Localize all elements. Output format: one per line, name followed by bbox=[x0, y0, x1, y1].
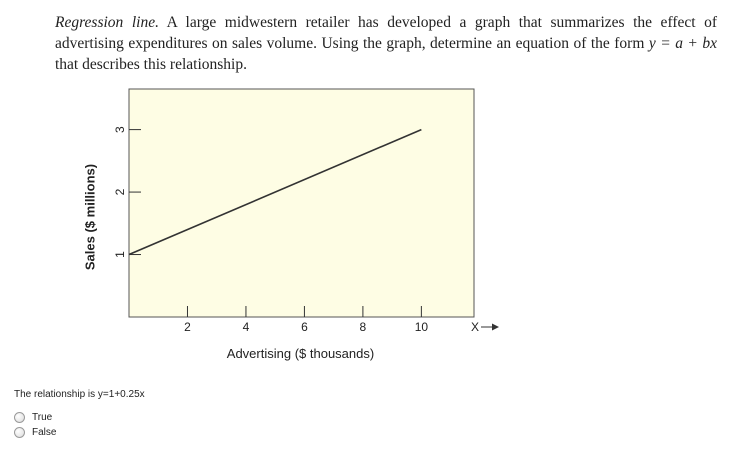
x-tick-label: 10 bbox=[415, 320, 429, 334]
x-axis-label: Advertising ($ thousands) bbox=[227, 346, 374, 361]
problem-statement: Regression line. A large midwestern reta… bbox=[55, 12, 717, 75]
question-statement: The relationship is y=1+0.25x bbox=[14, 389, 145, 400]
problem-text: A large midwestern retailer has develope… bbox=[55, 14, 717, 52]
radio-true[interactable] bbox=[14, 412, 25, 423]
y-tick-label: 3 bbox=[113, 126, 127, 133]
problem-equation: y = a + bx bbox=[648, 35, 717, 52]
y-tick-label: 1 bbox=[113, 251, 127, 258]
problem-tail: that describes this relationship. bbox=[55, 56, 247, 73]
option-false-label: False bbox=[32, 427, 57, 438]
problem-title: Regression line. bbox=[55, 14, 159, 31]
x-axis-arrow-head bbox=[492, 323, 499, 331]
x-tick-label: 6 bbox=[301, 320, 308, 334]
regression-line bbox=[128, 128, 422, 256]
x-tick-label: 4 bbox=[243, 320, 250, 334]
x-tick-label: 2 bbox=[184, 320, 191, 334]
option-true-label: True bbox=[32, 412, 53, 423]
option-true[interactable]: True bbox=[14, 410, 56, 425]
x-tick-label: 8 bbox=[360, 320, 367, 334]
radio-false[interactable] bbox=[14, 427, 25, 438]
plot-area bbox=[128, 88, 475, 318]
y-tick-label: 2 bbox=[113, 188, 127, 195]
answer-options: True False bbox=[14, 410, 56, 440]
x-axis-symbol: X bbox=[471, 320, 479, 334]
option-false[interactable]: False bbox=[14, 425, 56, 440]
y-axis-label: Sales ($ millions) bbox=[83, 164, 98, 270]
